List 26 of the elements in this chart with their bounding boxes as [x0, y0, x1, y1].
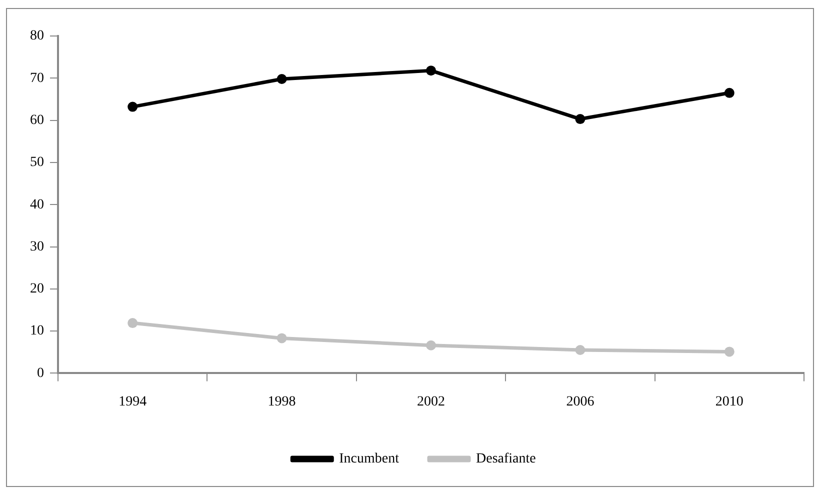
- y-tick-label: 50: [30, 155, 44, 170]
- point: [128, 102, 138, 112]
- x-tick-label: 1994: [118, 394, 147, 410]
- point: [128, 318, 138, 328]
- x-tick-label: 1998: [268, 394, 296, 410]
- x-tick-label: 2002: [417, 394, 445, 410]
- point: [426, 66, 436, 76]
- point: [276, 74, 287, 84]
- x-tick-label: 2010: [715, 394, 744, 410]
- point: [575, 114, 586, 124]
- point: [724, 88, 734, 98]
- y-tick-label: 70: [30, 70, 44, 86]
- y-tick-label: 80: [30, 28, 44, 44]
- x-tick-label: 2006: [566, 394, 594, 410]
- legend-label: Incumbent: [339, 452, 400, 467]
- y-tick-label: 40: [30, 197, 44, 212]
- y-tick-label: 0: [37, 366, 44, 381]
- point: [724, 346, 734, 357]
- point: [276, 333, 287, 344]
- y-tick-label: 10: [30, 324, 44, 339]
- point: [575, 345, 586, 356]
- y-tick-label: 60: [30, 112, 44, 128]
- legend-label: Desafiante: [476, 452, 536, 467]
- point: [426, 340, 436, 350]
- y-tick-label: 20: [30, 282, 44, 297]
- y-tick-label: 30: [30, 239, 44, 254]
